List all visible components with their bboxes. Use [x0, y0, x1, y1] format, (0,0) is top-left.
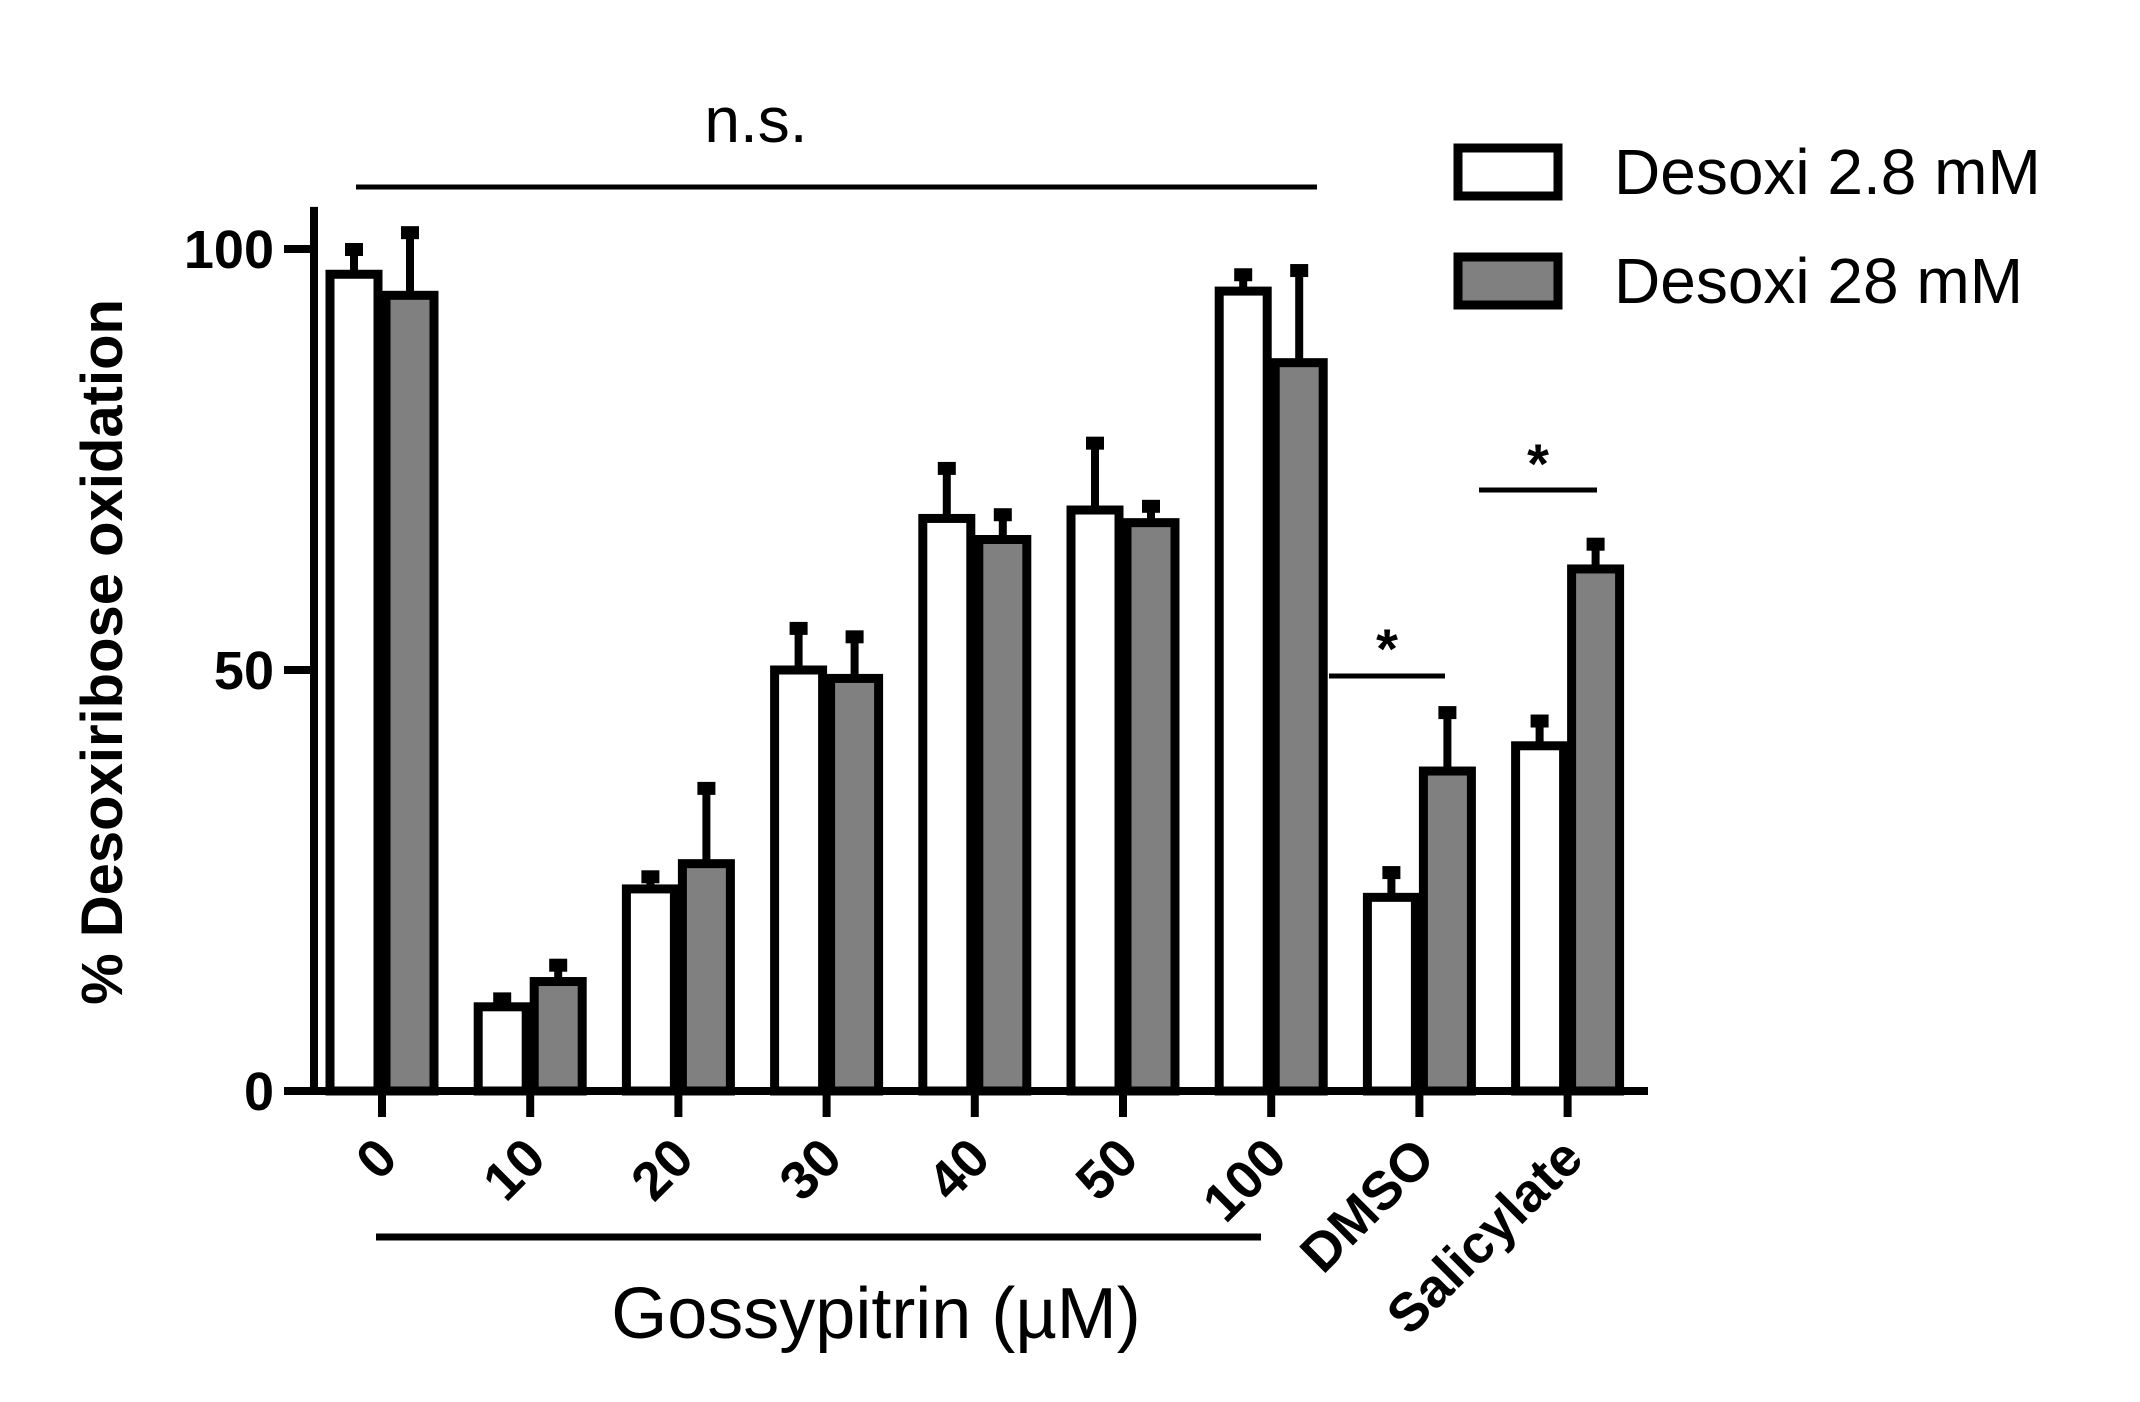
y-tick-label: 100	[184, 220, 274, 280]
error-bar-cap	[1530, 714, 1549, 728]
x-axis-label: Gossypitrin (µM)	[611, 1274, 1141, 1354]
error-bar-cap	[1234, 268, 1253, 282]
dmso-significance-star: *	[1376, 617, 1398, 680]
bar-desoxi-2-8-dmso	[1362, 892, 1420, 1096]
bar-desoxi-28-50	[1122, 518, 1180, 1096]
x-tick-label-20: 20	[620, 1127, 705, 1212]
bar-desoxi-28-0	[381, 290, 439, 1096]
error-bar-cap	[549, 958, 568, 972]
bar-desoxi-2-8-10	[473, 1002, 531, 1096]
y-tick-label: 50	[214, 641, 274, 701]
error-bar-cap	[493, 992, 512, 1006]
bar-desoxi-2-8-50	[1066, 505, 1124, 1096]
error-bar-cap	[345, 243, 363, 256]
bar-desoxi-28-100	[1270, 358, 1328, 1096]
bar-desoxi-2-8-40	[918, 513, 976, 1096]
error-bar-cap	[401, 226, 419, 240]
error-bar-cap	[1086, 436, 1104, 450]
error-bar-cap	[1438, 706, 1457, 720]
x-tick-label-100: 100	[1192, 1127, 1298, 1233]
bar-desoxi-28-dmso	[1418, 766, 1476, 1096]
bar-desoxi-28-10	[529, 977, 587, 1096]
bar-desoxi-2-8-100	[1214, 286, 1272, 1096]
bar-desoxi-28-salicylate	[1567, 564, 1625, 1096]
error-bar-cap	[697, 781, 716, 795]
bar-desoxi-2-8-0	[325, 269, 383, 1096]
bar-desoxi-2-8-30	[770, 665, 828, 1096]
error-bar-cap	[1290, 264, 1309, 278]
y-tick-label: 0	[244, 1062, 274, 1122]
x-tick-label-40: 40	[916, 1127, 1001, 1212]
x-tick-label-0: 0	[345, 1127, 409, 1191]
error-bar-cap	[641, 870, 660, 884]
legend-swatch-desoxi-28	[1453, 252, 1563, 310]
axes-layer	[284, 184, 1648, 1241]
bar-desoxi-28-30	[826, 673, 884, 1096]
x-tick-label-50: 50	[1065, 1127, 1150, 1212]
legend-swatch-desoxi-2-8	[1453, 143, 1563, 201]
salicylate-significance-star: *	[1527, 432, 1549, 495]
legend-label-desoxi-2-8: Desoxi 2.8 mM	[1614, 136, 2041, 208]
x-tick-label-10: 10	[472, 1127, 557, 1212]
y-axis-label: % Desoxiribose oxidation	[70, 299, 135, 1005]
error-bar-cap	[1382, 866, 1401, 880]
error-bar-cap	[845, 630, 864, 644]
error-bar-cap	[937, 461, 956, 475]
bars-layer	[325, 226, 1625, 1096]
bar-desoxi-2-8-20	[621, 884, 679, 1096]
error-bar-cap	[993, 508, 1012, 522]
bar-desoxi-28-40	[974, 534, 1032, 1096]
ns-label: n.s.	[704, 84, 807, 156]
bar-desoxi-2-8-salicylate	[1511, 741, 1569, 1096]
error-bar-cap	[1142, 499, 1160, 513]
bar-desoxi-28-20	[677, 859, 735, 1096]
x-tick-label-30: 30	[768, 1127, 853, 1212]
legend-label-desoxi-28: Desoxi 28 mM	[1614, 245, 2023, 317]
error-bar-cap	[789, 621, 808, 635]
error-bar-cap	[1586, 537, 1605, 551]
